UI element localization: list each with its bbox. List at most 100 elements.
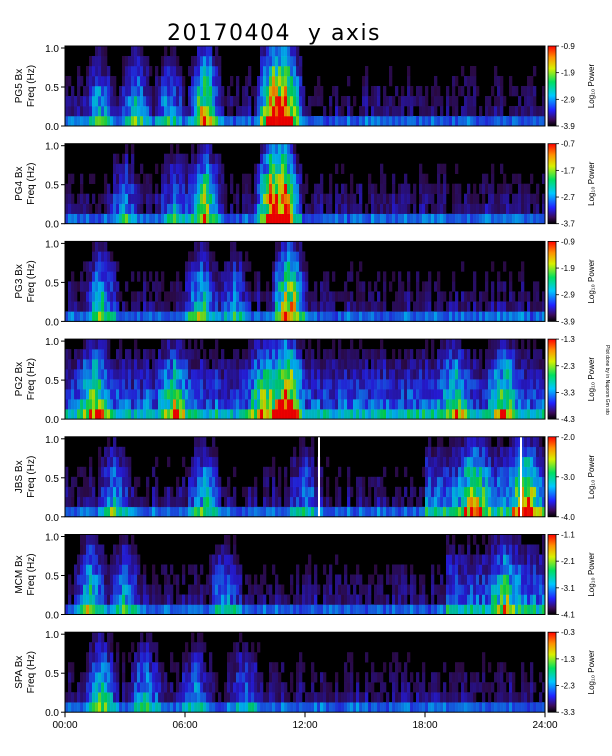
colorbar-tick-label: -2.3	[561, 362, 575, 371]
y-tick-label: 0.5	[45, 278, 59, 289]
y-axis-label-freq: Freq (Hz)	[26, 553, 37, 595]
panel-frame	[64, 534, 546, 615]
y-tick-label: 1.0	[45, 44, 59, 55]
y-axis-label-freq: Freq (Hz)	[26, 456, 37, 498]
x-tick-label: 24:00	[532, 720, 557, 731]
colorbar-tick-label: -3.3	[561, 388, 575, 397]
panel-pg3-bx: 0.0 0.5 1.0 PG3 Bx Freq (Hz) -0.9 -1.9 -2.9 -3.9…	[14, 237, 596, 328]
y-tick-label: 0.5	[45, 572, 59, 583]
data-gap-marker	[318, 436, 320, 517]
colorbar-tick-label: -4.3	[561, 415, 575, 424]
colorbar	[547, 338, 557, 420]
y-axis-label-station: MCM Bx	[14, 555, 25, 593]
panel-frame	[64, 240, 546, 322]
spectrogram-texture	[65, 339, 546, 420]
y-tick-label: 1.0	[45, 533, 59, 544]
colorbar-label: Log₁₀ Power	[587, 650, 596, 695]
colorbar-tick-label: -2.9	[561, 291, 575, 300]
y-tick-label: 0.5	[45, 474, 59, 485]
colorbar-tick-label: -2.7	[561, 193, 575, 202]
spectrogram-texture	[65, 46, 546, 127]
y-axis-label-station: SPA Bx	[14, 656, 25, 689]
y-axis-label-station: PG3 Bx	[14, 264, 25, 298]
panel-frame	[64, 436, 546, 518]
y-tick-label: 0.0	[45, 122, 59, 133]
panel-jbs-bx: 0.0 0.5 1.0 JBS Bx Freq (Hz) -2.0 -3.0 -4.0 Log₁…	[14, 433, 596, 524]
y-tick-label: 1.0	[45, 142, 59, 153]
colorbar-label: Log₁₀ Power	[587, 161, 596, 206]
y-tick-label: 0.5	[45, 83, 59, 94]
colorbar-tick-label: -0.9	[561, 42, 575, 51]
colorbar-label: Log₁₀ Power	[587, 64, 596, 109]
colorbar-tick-label: -3.7	[561, 220, 575, 229]
colorbar	[547, 143, 557, 225]
colorbar-tick-label: -1.7	[561, 166, 575, 175]
colorbar	[547, 534, 557, 615]
y-axis-label-station: PG2 Bx	[14, 362, 25, 396]
y-tick-label: 1.0	[45, 239, 59, 250]
panel-spa-bx: 0.0 0.5 1.0 SPA Bx Freq (Hz) -0.3 -1.3 -2.3 -3.3…	[14, 628, 596, 719]
y-axis-label-freq: Freq (Hz)	[26, 163, 37, 205]
y-tick-label: 0.0	[45, 220, 59, 231]
y-tick-label: 0.5	[45, 669, 59, 680]
y-tick-label: 0.0	[45, 415, 59, 426]
colorbar-tick-label: -0.9	[561, 237, 575, 246]
y-tick-label: 1.0	[45, 630, 59, 641]
y-axis-label-freq: Freq (Hz)	[26, 358, 37, 400]
y-tick-label: 0.0	[45, 513, 59, 524]
colorbar-tick-label: -4.0	[561, 513, 575, 522]
colorbar-tick-label: -0.7	[561, 140, 575, 149]
spectrogram-texture	[65, 241, 546, 322]
x-tick-label: 18:00	[412, 720, 437, 731]
x-axis: 00:00 06:00 12:00 18:00 24:00	[52, 712, 558, 731]
colorbar-tick-label: -1.1	[561, 531, 575, 540]
colorbar-tick-label: -4.1	[561, 611, 575, 620]
y-tick-label: 1.0	[45, 337, 59, 348]
colorbar-label: Log₁₀ Power	[587, 454, 596, 499]
x-tick-label: 06:00	[172, 720, 197, 731]
y-tick-label: 0.0	[45, 708, 59, 719]
x-tick-label: 00:00	[52, 720, 77, 731]
y-axis-label-freq: Freq (Hz)	[26, 651, 37, 693]
colorbar-tick-label: -1.9	[561, 264, 575, 273]
colorbar-tick-label: -1.3	[561, 335, 575, 344]
colorbar-tick-label: -3.9	[561, 122, 575, 131]
panel-pg5-bx: 0.0 0.5 1.0 PG5 Bx Freq (Hz) -0.9 -1.9 -2.9 -3.9…	[14, 42, 596, 133]
y-axis-label-station: JBS Bx	[14, 460, 25, 493]
colorbar-tick-label: -2.1	[561, 557, 575, 566]
colorbar-label: Log₁₀ Power	[587, 259, 596, 304]
spectrogram-texture	[65, 632, 546, 713]
spectrogram-texture	[65, 143, 546, 224]
colorbar	[547, 45, 557, 127]
panel-frame	[64, 143, 546, 225]
y-tick-label: 1.0	[45, 435, 59, 446]
side-note: Plot done by in Naprom Gm sto	[604, 345, 610, 415]
panel-pg2-bx: 0.0 0.5 1.0 PG2 Bx Freq (Hz) -1.3 -2.3 -3.3 -4.3…	[14, 335, 596, 426]
colorbar-tick-label: -0.3	[561, 628, 575, 637]
spectrogram-texture	[65, 436, 546, 518]
y-tick-label: 0.0	[45, 611, 59, 622]
data-gap-marker	[520, 436, 522, 517]
y-axis-label-freq: Freq (Hz)	[26, 260, 37, 302]
y-axis-label-station: PG4 Bx	[14, 166, 25, 200]
colorbar-tick-label: -1.9	[561, 69, 575, 78]
colorbar-tick-label: -2.9	[561, 95, 575, 104]
y-tick-label: 0.5	[45, 181, 59, 192]
chart-title: 20170404 y axis	[167, 21, 381, 46]
colorbar	[547, 436, 557, 518]
colorbar	[547, 631, 557, 713]
panel-mcm-bx: 0.0 0.5 1.0 MCM Bx Freq (Hz) -1.1 -2.1 -3.1 -4.1…	[14, 531, 596, 622]
colorbar	[547, 240, 557, 322]
colorbar-tick-label: -3.0	[561, 473, 575, 482]
colorbar-tick-label: -2.0	[561, 433, 575, 442]
colorbar-tick-label: -2.3	[561, 682, 575, 691]
colorbar-tick-label: -3.9	[561, 317, 575, 326]
y-tick-label: 0.5	[45, 376, 59, 387]
colorbar-label: Log₁₀ Power	[587, 552, 596, 597]
y-tick-label: 0.0	[45, 317, 59, 328]
y-axis-label-freq: Freq (Hz)	[26, 65, 37, 107]
panel-frame	[64, 45, 546, 127]
colorbar-tick-label: -3.1	[561, 584, 575, 593]
